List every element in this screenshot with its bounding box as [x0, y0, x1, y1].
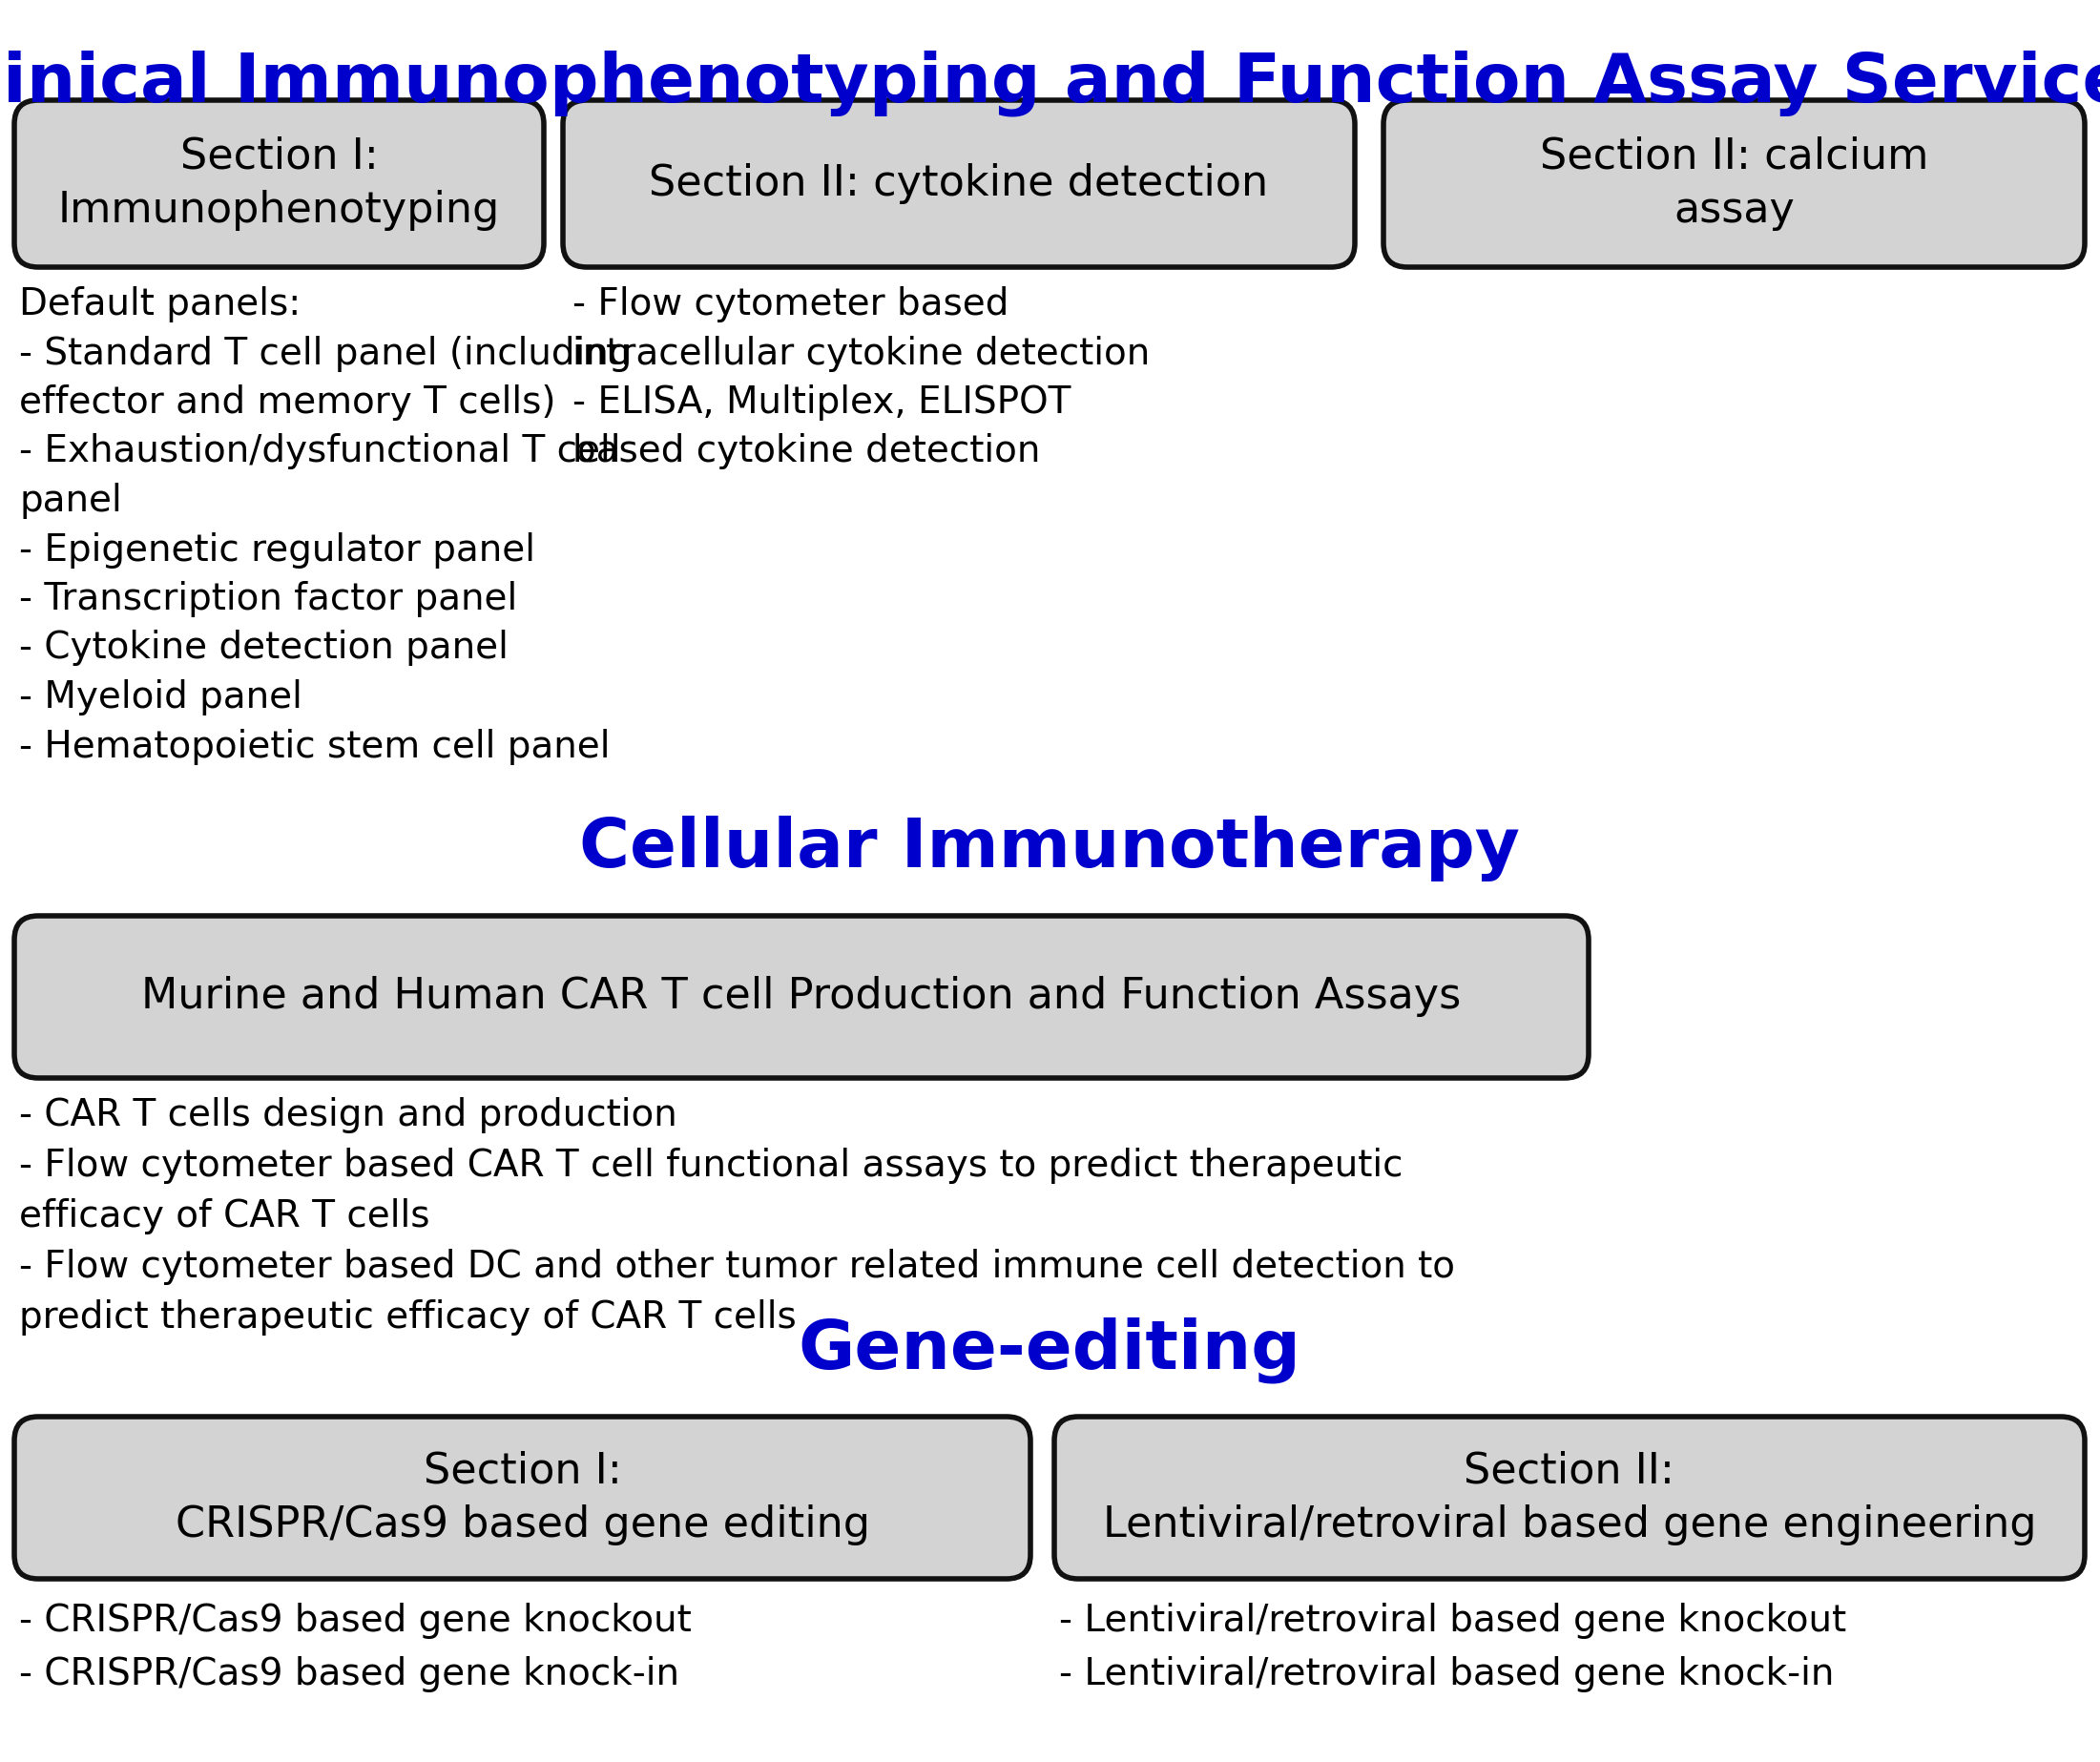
FancyBboxPatch shape — [15, 916, 1588, 1078]
FancyBboxPatch shape — [1384, 100, 2085, 268]
Text: Section II:
Lentiviral/retroviral based gene engineering: Section II: Lentiviral/retroviral based … — [1103, 1450, 2037, 1545]
FancyBboxPatch shape — [15, 100, 544, 268]
Text: - Flow cytometer based
intracellular cytokine detection
- ELISA, Multiplex, ELIS: - Flow cytometer based intracellular cyt… — [573, 285, 1151, 470]
Text: - CAR T cells design and production
- Flow cytometer based CAR T cell functional: - CAR T cells design and production - Fl… — [19, 1098, 1455, 1336]
FancyBboxPatch shape — [1054, 1417, 2085, 1579]
Text: Cellular Immunotherapy: Cellular Immunotherapy — [580, 816, 1520, 881]
FancyBboxPatch shape — [563, 100, 1354, 268]
Text: Default panels:
- Standard T cell panel (including
effector and memory T cells)
: Default panels: - Standard T cell panel … — [19, 285, 632, 765]
Text: Gene-editing: Gene-editing — [798, 1316, 1300, 1383]
Text: Clinical Immunophenotyping and Function Assay Services: Clinical Immunophenotyping and Function … — [0, 49, 2100, 116]
Text: Section I:
CRISPR/Cas9 based gene editing: Section I: CRISPR/Cas9 based gene editin… — [174, 1450, 869, 1545]
Text: Section II: cytokine detection: Section II: cytokine detection — [649, 164, 1268, 204]
Text: - CRISPR/Cas9 based gene knockout
- CRISPR/Cas9 based gene knock-in: - CRISPR/Cas9 based gene knockout - CRIS… — [19, 1603, 691, 1692]
Text: - Lentiviral/retroviral based gene knockout
- Lentiviral/retroviral based gene k: - Lentiviral/retroviral based gene knock… — [1058, 1603, 1846, 1692]
Text: Section II: calcium
assay: Section II: calcium assay — [1539, 136, 1928, 231]
FancyBboxPatch shape — [15, 1417, 1031, 1579]
Text: Murine and Human CAR T cell Production and Function Assays: Murine and Human CAR T cell Production a… — [141, 976, 1462, 1017]
Text: Section I:
Immunophenotyping: Section I: Immunophenotyping — [59, 136, 500, 231]
